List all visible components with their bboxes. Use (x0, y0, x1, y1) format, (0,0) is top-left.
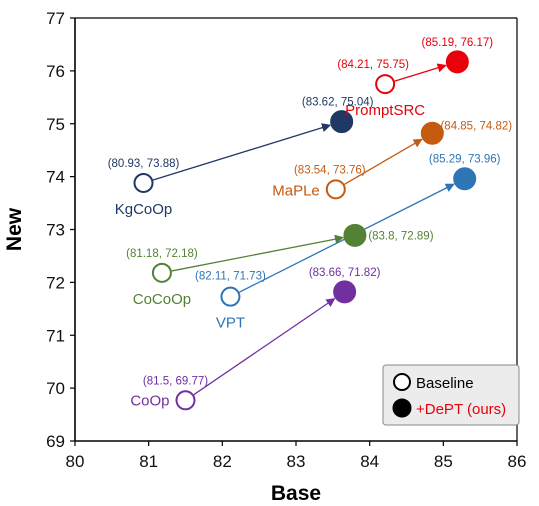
arrow-coop (193, 298, 336, 396)
y-ticks: 69 70 71 72 73 74 75 76 77 (46, 9, 75, 451)
arrow-maple (344, 138, 423, 185)
baseline-point-vpt (220, 286, 241, 307)
dept-point-cocoop (343, 223, 367, 247)
x-tick-label: 84 (360, 452, 379, 471)
method-label-vpt: VPT (216, 315, 245, 332)
legend-marker-dept (392, 398, 412, 418)
method-label-kgcoop: KgCoOp (115, 201, 173, 218)
x-ticks: 80 81 82 83 84 85 86 (66, 441, 527, 471)
baseline-label-vpt: (82.11, 71.73) (195, 271, 266, 283)
y-tick-label: 74 (46, 168, 65, 187)
dept-label-kgcoop: (83.62, 75.04) (302, 97, 374, 109)
method-label-coop: CoOp (130, 392, 169, 409)
y-tick-label: 69 (46, 432, 65, 451)
baseline-label-cocoop: (81.18, 72.18) (126, 248, 198, 260)
method-label-cocoop: CoCoOp (133, 291, 191, 308)
y-tick-label: 70 (46, 379, 65, 398)
y-tick-label: 76 (46, 62, 65, 81)
dept-label-vpt: (85.29, 73.96) (429, 154, 501, 166)
method-label-promptsrc: PromptSRC (345, 102, 425, 119)
dept-label-cocoop: (83.8, 72.89) (368, 230, 433, 242)
data-points (133, 50, 477, 411)
dept-point-promptsrc (445, 50, 469, 74)
y-tick-label: 73 (46, 221, 65, 240)
legend: Baseline +DePT (ours) (382, 364, 520, 426)
legend-box (382, 364, 520, 426)
dept-label-maple: (84.85, 74.82) (440, 120, 512, 132)
dept-point-kgcoop (330, 110, 354, 134)
dept-point-vpt (453, 167, 477, 191)
baseline-point-coop (175, 390, 196, 411)
dept-label-promptsrc: (85.19, 76.17) (422, 37, 494, 49)
legend-label-dept: +DePT (ours) (416, 401, 506, 418)
baseline-label-kgcoop: (80.93, 73.88) (108, 158, 180, 170)
baseline-label-coop: (81.5, 69.77) (143, 375, 208, 387)
y-axis-title: New (3, 207, 26, 251)
dept-point-maple (420, 121, 444, 145)
y-tick-label: 77 (46, 9, 65, 28)
baseline-point-cocoop (151, 262, 172, 283)
point-labels: (80.93, 73.88) (83.62, 75.04) KgCoOp (84.21… (108, 37, 513, 409)
method-label-maple: MaPLe (272, 182, 320, 199)
baseline-label-promptsrc: (84.21, 75.75) (337, 59, 409, 71)
legend-marker-baseline (393, 373, 411, 391)
baseline-label-maple: (83.54, 73.76) (294, 164, 366, 176)
baseline-point-kgcoop (133, 172, 154, 193)
x-tick-label: 81 (139, 452, 158, 471)
x-tick-label: 82 (213, 452, 232, 471)
legend-label-baseline: Baseline (416, 375, 474, 392)
x-tick-label: 86 (508, 452, 527, 471)
y-tick-label: 72 (46, 273, 65, 292)
dept-point-coop (333, 280, 357, 304)
arrow-cocoop (171, 234, 345, 272)
x-axis-title: Base (271, 482, 321, 505)
baseline-point-promptsrc (375, 74, 396, 95)
arrow-promptsrc (394, 63, 447, 82)
baseline-point-maple (325, 179, 346, 200)
dept-label-coop: (83.66, 71.82) (309, 267, 381, 279)
x-tick-label: 85 (434, 452, 453, 471)
x-tick-label: 83 (287, 452, 306, 471)
arrow-kgcoop (152, 123, 332, 181)
y-tick-label: 71 (46, 326, 65, 345)
y-tick-label: 75 (46, 115, 65, 134)
x-tick-label: 80 (66, 452, 85, 471)
